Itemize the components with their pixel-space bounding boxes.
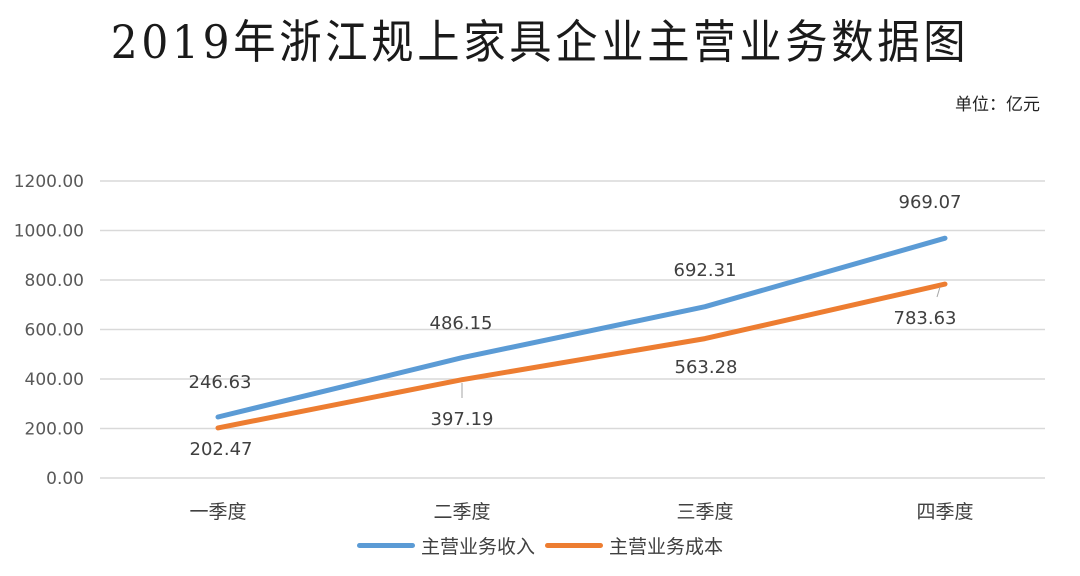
- legend-item-cost[interactable]: 主营业务成本: [545, 532, 723, 559]
- data-label: 969.07: [899, 192, 962, 213]
- y-tick-label: 1200.00: [14, 172, 84, 192]
- series-line[interactable]: [215, 235, 948, 420]
- y-tick-label: 800.00: [25, 271, 84, 291]
- data-label: 246.63: [189, 372, 252, 393]
- y-tick-label: 0.00: [46, 469, 84, 489]
- data-labels: 246.63 486.15 692.31 969.07 202.47 397.19 563.…: [189, 192, 962, 460]
- legend-item-revenue[interactable]: 主营业务收入: [356, 532, 535, 559]
- x-category-label: 四季度: [916, 501, 973, 523]
- x-axis-categories: 一季度 二季度 三季度 四季度: [189, 501, 973, 523]
- unit-label: 单位：亿元: [955, 95, 1040, 115]
- y-tick-label: 200.00: [25, 420, 84, 440]
- series-lines: [215, 235, 948, 431]
- legend-label-cost: 主营业务成本: [609, 536, 724, 558]
- data-label: 397.19: [431, 409, 494, 430]
- series-line[interactable]: [215, 281, 948, 431]
- data-label: 486.15: [430, 313, 493, 334]
- data-label: 563.28: [675, 357, 738, 378]
- y-tick-label: 400.00: [25, 370, 84, 390]
- data-label: 783.63: [894, 308, 957, 329]
- data-label: 202.47: [190, 439, 253, 460]
- chart-title: 2019年浙江规上家具企业主营业务数据图: [110, 15, 970, 69]
- y-tick-label: 1000.00: [14, 222, 84, 242]
- x-category-label: 一季度: [189, 501, 246, 523]
- leader-line: [936, 286, 941, 298]
- x-category-label: 三季度: [676, 501, 733, 523]
- cost-swatch-icon: [545, 543, 603, 548]
- legend-label-revenue: 主营业务收入: [420, 536, 535, 558]
- data-label: 692.31: [674, 260, 737, 281]
- y-tick-label: 600.00: [25, 321, 84, 341]
- gridlines: [100, 180, 1045, 479]
- y-axis-ticks: 0.00 200.00 400.00 600.00 800.00 1000.00 1200.…: [14, 172, 84, 489]
- revenue-swatch-icon: [356, 543, 415, 548]
- x-category-label: 二季度: [433, 501, 490, 523]
- legend: 主营业务收入 主营业务成本: [0, 532, 1080, 559]
